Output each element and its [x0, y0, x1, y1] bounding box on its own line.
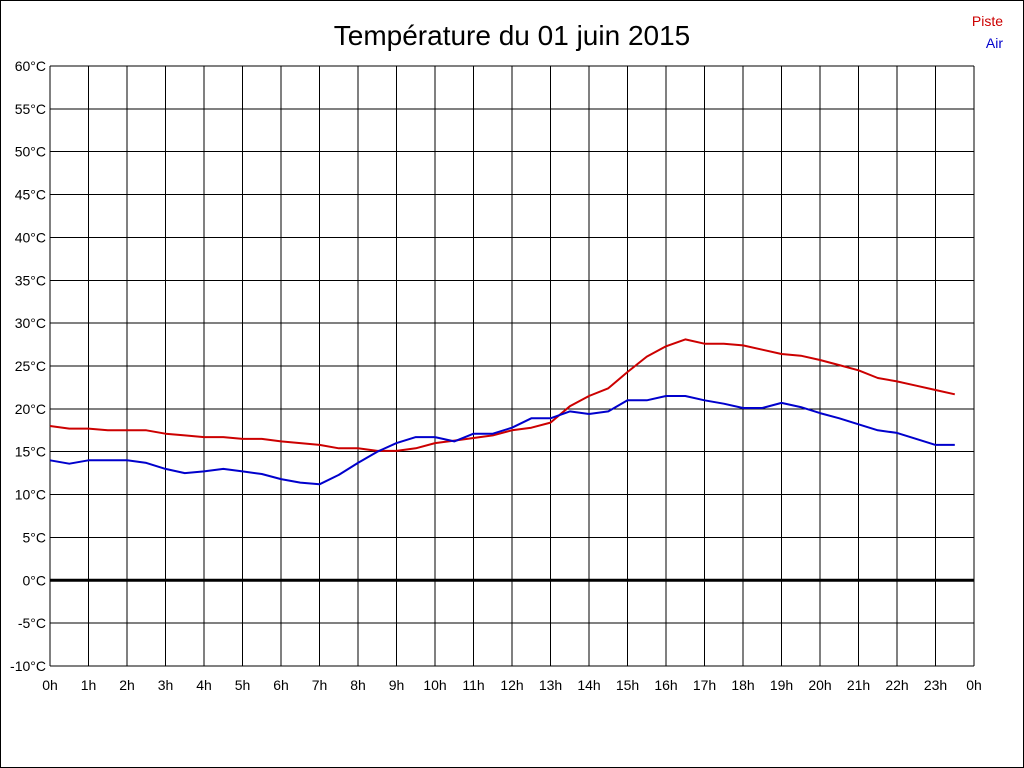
- x-tick-label: 8h: [350, 677, 366, 693]
- series-layer: [49, 338, 956, 486]
- y-tick-label: 15°C: [15, 444, 46, 460]
- y-tick-label: 60°C: [15, 58, 46, 74]
- y-axis-ticks: 60°C 55°C 50°C 45°C 40°C 35°C 30°C 25°C 20°C 15°C…: [10, 58, 46, 674]
- x-tick-label: 4h: [196, 677, 212, 693]
- x-tick-label: 23h: [924, 677, 947, 693]
- x-tick-label: 20h: [808, 677, 831, 693]
- x-tick-label: 16h: [654, 677, 677, 693]
- x-tick-label: 9h: [389, 677, 405, 693]
- x-tick-label: 0h: [966, 677, 982, 693]
- legend-item-piste: Piste: [972, 13, 1003, 29]
- series-line-air: [49, 395, 955, 486]
- chart-title: Température du 01 juin 2015: [334, 20, 690, 51]
- y-tick-label: 55°C: [15, 101, 46, 117]
- x-axis-ticks: 0h 1h 2h 3h 4h 5h 6h 7h 8h 9h 10h 11h 12h 13h 14h 15h 16…: [42, 677, 982, 693]
- grid: [49, 65, 975, 667]
- legend: Piste Air: [972, 13, 1003, 51]
- x-tick-label: 14h: [577, 677, 600, 693]
- x-tick-label: 10h: [423, 677, 446, 693]
- y-tick-label: 50°C: [15, 144, 46, 160]
- x-tick-label: 18h: [731, 677, 754, 693]
- y-tick-label: 25°C: [15, 358, 46, 374]
- y-tick-label: 45°C: [15, 187, 46, 203]
- y-tick-label: -10°C: [10, 658, 46, 674]
- y-tick-label: -5°C: [18, 615, 46, 631]
- y-tick-label: 40°C: [15, 229, 46, 245]
- x-tick-label: 7h: [312, 677, 328, 693]
- y-tick-label: 20°C: [15, 401, 46, 417]
- x-tick-label: 17h: [693, 677, 716, 693]
- x-tick-label: 6h: [273, 677, 289, 693]
- y-tick-label: 35°C: [15, 272, 46, 288]
- x-tick-label: 5h: [235, 677, 251, 693]
- y-tick-label: 30°C: [15, 315, 46, 331]
- x-tick-label: 11h: [462, 677, 484, 693]
- x-tick-label: 12h: [500, 677, 523, 693]
- y-tick-label: 10°C: [15, 487, 46, 503]
- x-tick-label: 2h: [119, 677, 135, 693]
- legend-item-air: Air: [986, 35, 1003, 51]
- y-tick-label: 0°C: [23, 572, 47, 588]
- x-tick-label: 21h: [847, 677, 870, 693]
- x-tick-label: 13h: [539, 677, 562, 693]
- x-tick-label: 19h: [770, 677, 793, 693]
- x-tick-label: 15h: [616, 677, 639, 693]
- x-tick-label: 22h: [885, 677, 908, 693]
- x-tick-label: 1h: [81, 677, 97, 693]
- series-line-piste: [49, 338, 956, 452]
- y-tick-label: 5°C: [23, 529, 47, 545]
- x-tick-label: 3h: [158, 677, 174, 693]
- x-tick-label: 0h: [42, 677, 58, 693]
